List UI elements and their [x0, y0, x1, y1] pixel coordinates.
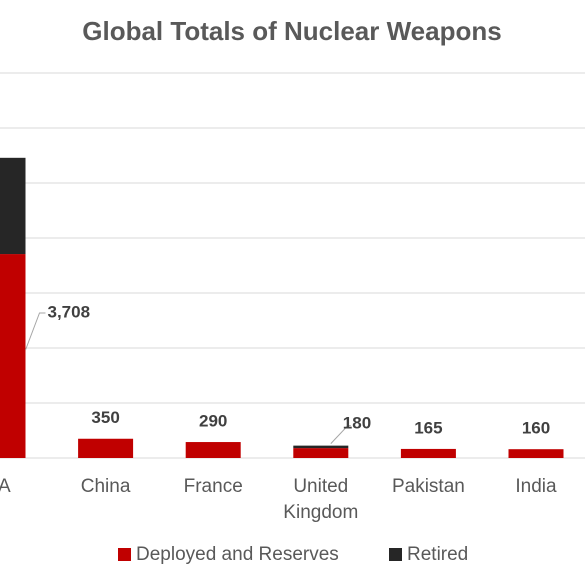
leader-line [330, 425, 351, 444]
x-tick-label: France [184, 476, 243, 497]
value-label: 290 [199, 412, 227, 431]
x-tick-label: SA [0, 476, 11, 497]
bar-segment [78, 438, 134, 458]
x-tick-label: United Kingdom [283, 476, 358, 523]
legend-label: Retired [407, 544, 468, 565]
x-tick-label: China [81, 476, 131, 497]
bar-segment [0, 157, 26, 255]
x-tick-label-line: Kingdom [283, 502, 358, 523]
x-tick-label-line: United [293, 476, 348, 497]
bar-segment [293, 445, 349, 449]
value-label: 160 [522, 419, 550, 438]
chart-title: Global Totals of Nuclear Weapons [82, 16, 501, 46]
bar-segment [293, 448, 349, 458]
x-tick-label: India [515, 476, 557, 497]
value-label: 3,708 [48, 302, 91, 321]
x-tick-label: Pakistan [392, 476, 465, 497]
legend-label: Deployed and Reserves [136, 544, 339, 565]
legend-swatch [389, 548, 402, 561]
value-label: 165 [414, 418, 442, 437]
bar-segment [508, 449, 564, 458]
bar-segment [400, 448, 456, 458]
value-label: 180 [343, 413, 371, 432]
leader-line [25, 312, 46, 351]
bar-segment [0, 254, 26, 458]
legend-swatch [118, 548, 131, 561]
value-label: 350 [91, 408, 119, 427]
bar-segment [185, 442, 241, 458]
